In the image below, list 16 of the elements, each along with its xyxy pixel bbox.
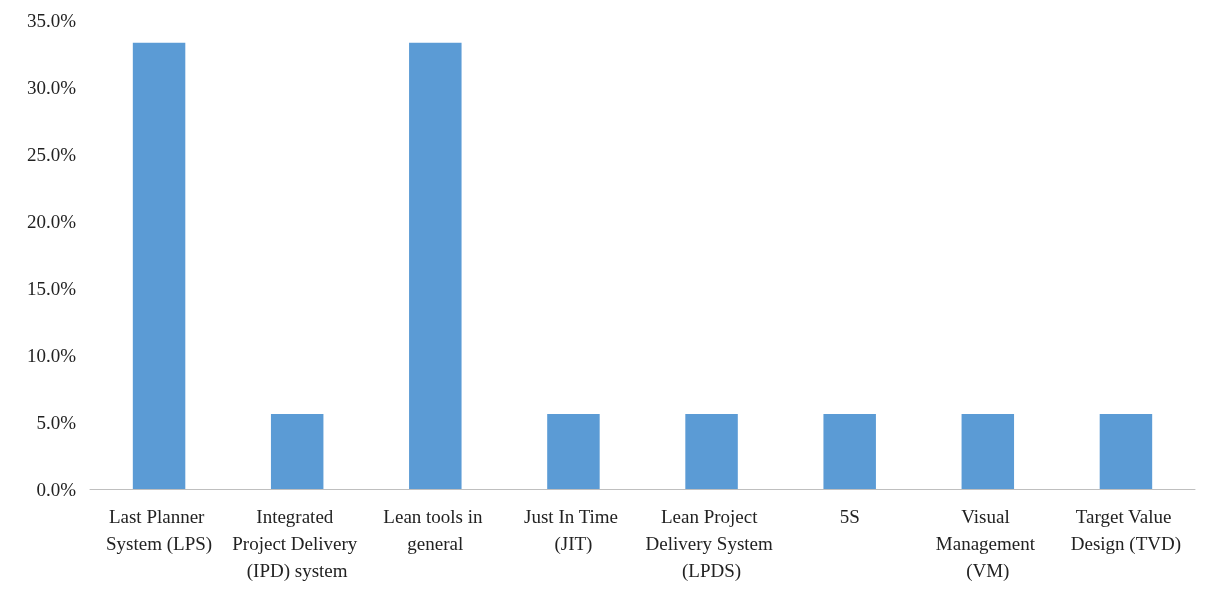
y-tick-label: 35.0% xyxy=(26,9,77,31)
x-tick-label: Target Value Design (TVD) xyxy=(1070,506,1182,555)
x-tick-label: Last Planner System (LPS) xyxy=(106,506,213,555)
x-tick-label: Lean Project Delivery System (LPDS) xyxy=(645,506,778,582)
y-tick-label: 10.0% xyxy=(26,344,77,366)
x-tick-label: Visual Management (VM) xyxy=(935,506,1040,582)
y-tick-label: 20.0% xyxy=(26,210,77,232)
y-tick-label: 15.0% xyxy=(26,277,77,299)
y-tick-label: 5.0% xyxy=(36,411,77,433)
y-tick-label: 0.0% xyxy=(36,478,77,500)
x-tick-label: Just In Time (JIT) xyxy=(524,506,623,555)
y-tick-label: 30.0% xyxy=(26,76,77,98)
y-tick-label: 25.0% xyxy=(26,143,77,165)
x-tick-label: Lean tools in general xyxy=(383,506,488,554)
x-tick-label: Integrated Project Delivery (IPD) system xyxy=(232,506,363,582)
x-tick-label: 5S xyxy=(839,506,860,527)
